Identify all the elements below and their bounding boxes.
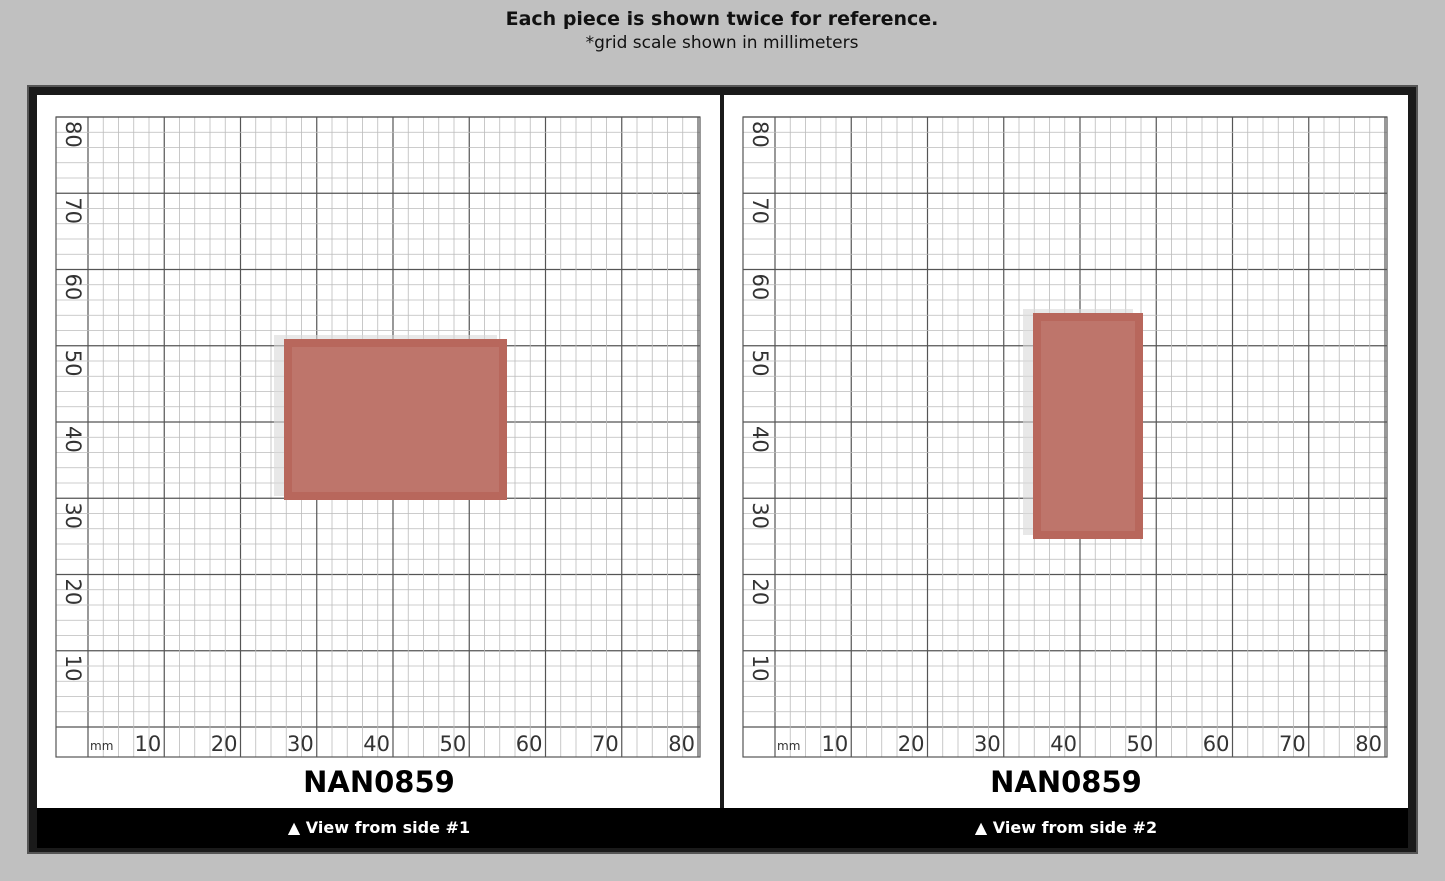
y-scale-label: 80	[61, 121, 85, 148]
y-scale-label: 40	[748, 426, 772, 453]
y-scale-label: 10	[61, 655, 85, 682]
x-scale-label: 50	[440, 732, 467, 756]
y-scale-label: 40	[61, 426, 85, 453]
panels: mm 10 20 30 40 50 60 70 80 10 20 30 40 50 60 70 80 NAN085…	[55, 116, 1388, 837]
x-scale-label: 20	[211, 732, 238, 756]
x-scale-label: 20	[898, 732, 925, 756]
subtitle: *grid scale shown in millimeters	[586, 33, 859, 53]
grid-panel: mm 10 20 30 40 50 60 70 80 10 20 30 40 50 60 70 80 NAN085…	[55, 116, 701, 837]
item-code: NAN0859	[990, 765, 1142, 799]
y-scale-label: 20	[61, 579, 85, 606]
unit-label: mm	[777, 739, 800, 753]
caption: ▲ View from side #1	[288, 818, 470, 837]
y-scale-label: 70	[61, 197, 85, 224]
unit-label: mm	[90, 739, 113, 753]
x-scale-label: 70	[592, 732, 619, 756]
x-scale-label: 80	[1355, 732, 1382, 756]
y-scale-label: 30	[61, 502, 85, 529]
y-scale-label: 50	[61, 350, 85, 377]
x-scale-label: 10	[135, 732, 162, 756]
y-scale-label: 30	[748, 502, 772, 529]
x-scale-label: 80	[668, 732, 695, 756]
y-scale-label: 60	[748, 274, 772, 301]
y-scale-label: 80	[748, 121, 772, 148]
piece-highlight	[292, 347, 499, 492]
caption-bar	[37, 808, 1408, 848]
x-scale-label: 60	[1203, 732, 1230, 756]
y-scale-label: 50	[748, 350, 772, 377]
y-scale-label: 70	[748, 197, 772, 224]
piece	[1033, 313, 1143, 539]
grid-panel: mm 10 20 30 40 50 60 70 80 10 20 30 40 50 60 70 80 NAN085…	[742, 116, 1388, 837]
x-scale-label: 60	[516, 732, 543, 756]
title: Each piece is shown twice for reference.	[506, 8, 939, 30]
y-scale-label: 60	[61, 274, 85, 301]
y-scale-label: 20	[748, 579, 772, 606]
x-scale-label: 30	[974, 732, 1001, 756]
y-scale-label: 10	[748, 655, 772, 682]
x-scale-label: 70	[1279, 732, 1306, 756]
x-scale-label: 40	[363, 732, 390, 756]
x-scale-label: 10	[822, 732, 849, 756]
item-code: NAN0859	[303, 765, 455, 799]
x-scale-label: 40	[1050, 732, 1077, 756]
x-scale-label: 50	[1127, 732, 1154, 756]
x-scale-label: 30	[287, 732, 314, 756]
piece-highlight	[1041, 321, 1135, 531]
piece	[284, 339, 507, 500]
caption: ▲ View from side #2	[975, 818, 1157, 837]
